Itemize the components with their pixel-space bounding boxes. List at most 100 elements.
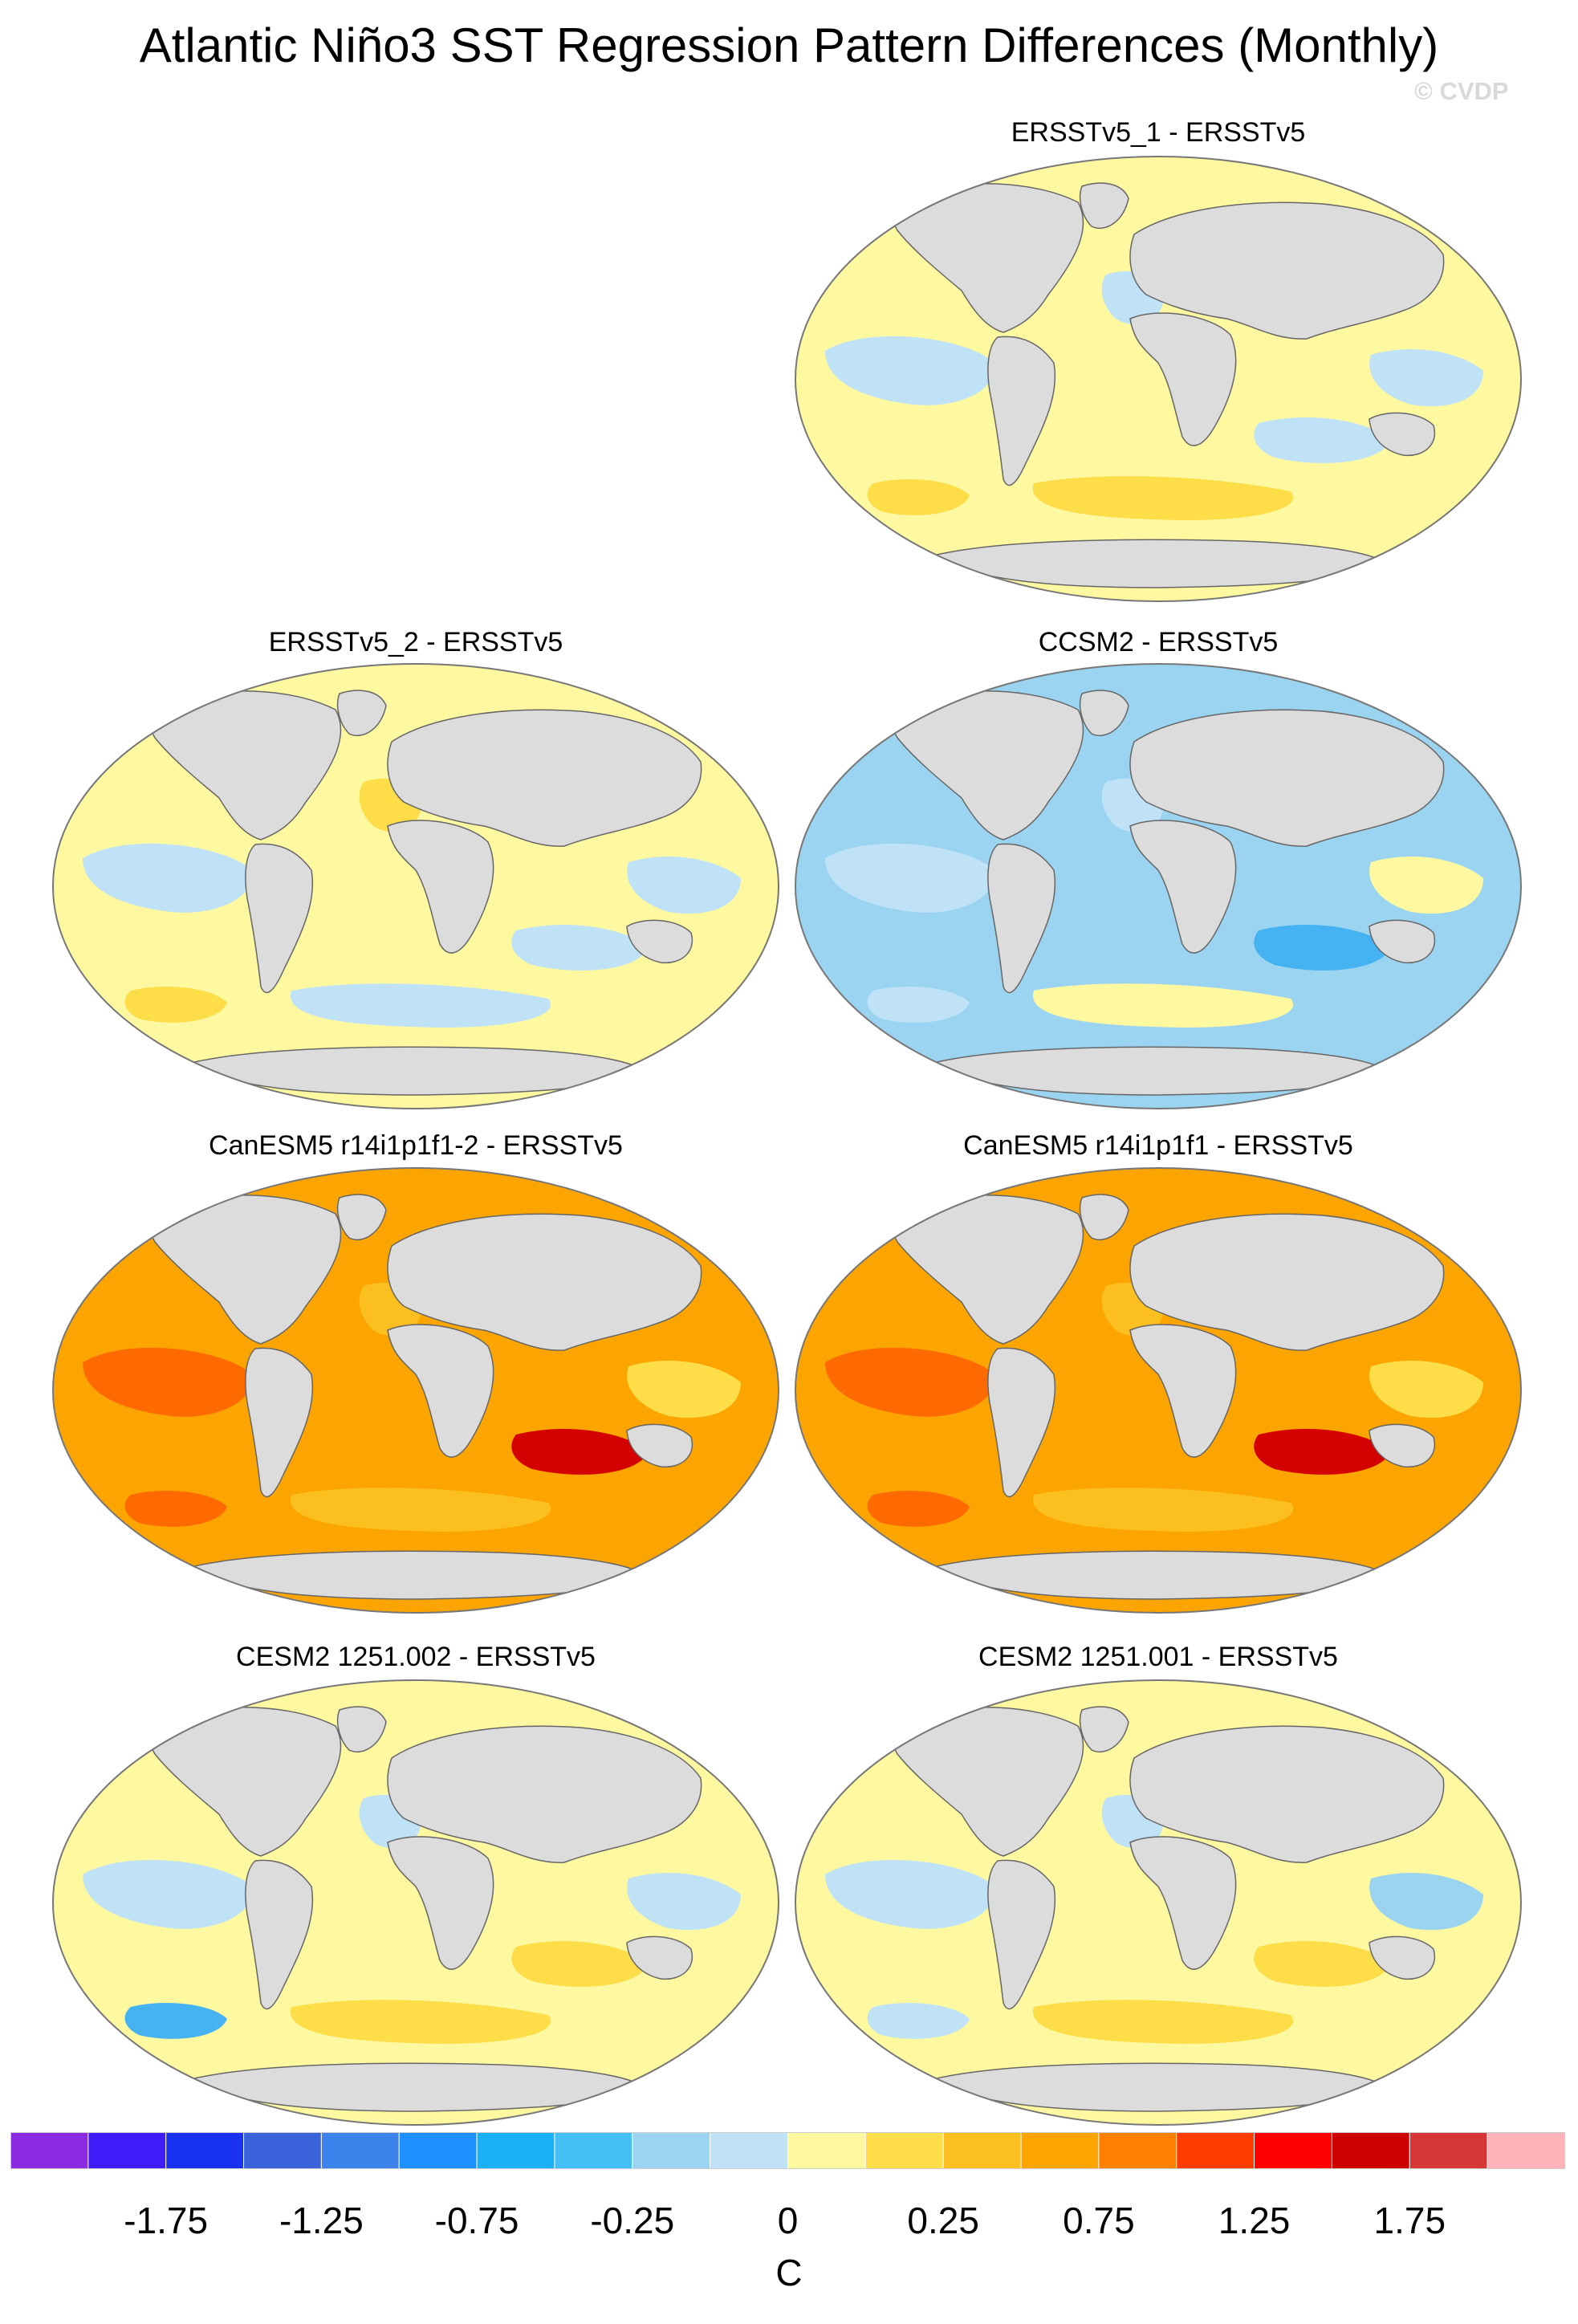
anomaly-region (1032, 476, 1294, 520)
anomaly-region (83, 843, 251, 913)
landmass (1079, 1706, 1129, 1753)
colorbar-units: C (775, 2252, 803, 2293)
colorbar (10, 2132, 1565, 2169)
colorbar-tick-label: 1.25 (1218, 2200, 1291, 2241)
anomaly-region (627, 856, 741, 914)
landmass (891, 690, 1084, 840)
anomaly-region (124, 987, 227, 1023)
colorbar-bin (1254, 2132, 1332, 2169)
landmass (148, 690, 342, 840)
panel-title: CCSM2 - ERSSTv5 (1038, 627, 1279, 657)
colorbar-bin (320, 2132, 400, 2169)
landmass (336, 690, 387, 737)
anomaly-region (1369, 1360, 1483, 1418)
figure-title: Atlantic Niño3 SST Regression Pattern Di… (139, 18, 1439, 72)
map-border (795, 1679, 1522, 2126)
map-panel (795, 1679, 1522, 2126)
anomaly-region (1254, 417, 1391, 463)
landmass (245, 843, 314, 994)
landmass (1369, 1423, 1436, 1468)
landmass (891, 183, 1084, 333)
anomaly-region (867, 479, 970, 515)
anomaly-region (1254, 924, 1391, 971)
map-panel (795, 663, 1522, 1109)
colorbar-bin (632, 2132, 711, 2169)
anomaly-region (1369, 856, 1483, 914)
landmass (932, 1550, 1389, 1600)
anomaly-region (83, 1859, 251, 1929)
anomaly-region (867, 2003, 970, 2039)
colorbar-bin (1020, 2132, 1100, 2169)
anomaly-region (511, 1940, 649, 1987)
landmass (891, 1195, 1084, 1345)
colorbar-tick-label: -0.25 (590, 2200, 675, 2241)
colorbar-tick-label: 0 (777, 2200, 799, 2241)
colorbar-bin (710, 2132, 789, 2169)
map-panel (52, 663, 779, 1109)
map-border (52, 663, 779, 1109)
colorbar-bin (1331, 2132, 1410, 2169)
landmass (336, 1194, 387, 1241)
colorbar-bin (1176, 2132, 1255, 2169)
colorbar-bin (243, 2132, 322, 2169)
panel-title: CanESM5 r14i1p1f1 - ERSSTv5 (963, 1130, 1353, 1161)
landmass (626, 919, 693, 964)
landmass (1129, 1836, 1237, 1970)
landmass (1129, 201, 1445, 340)
anomaly-region (825, 1859, 994, 1929)
anomaly-region (124, 1491, 227, 1527)
credit-watermark: © CVDP (1414, 77, 1509, 105)
landmass (387, 709, 702, 847)
landmass (336, 1706, 387, 1753)
colorbar-tick-label: -1.75 (124, 2200, 209, 2241)
colorbar-bin (87, 2132, 167, 2169)
landmass (932, 539, 1389, 588)
landmass (626, 1423, 693, 1468)
landmass (1129, 312, 1237, 446)
landmass (245, 1347, 314, 1498)
landmass (1369, 1935, 1436, 1980)
anomaly-region (867, 987, 970, 1023)
landmass (387, 1836, 494, 1970)
anomaly-region (290, 983, 551, 1028)
colorbar-bin (1098, 2132, 1177, 2169)
anomaly-region (1032, 2000, 1294, 2044)
anomaly-region (124, 2003, 227, 2039)
panel-title: CESM2 1251.002 - ERSSTv5 (236, 1642, 596, 1672)
colorbar-bin (1409, 2132, 1488, 2169)
landmass (189, 1046, 646, 1096)
colorbar-bin (554, 2132, 633, 2169)
landmass (1079, 1194, 1129, 1241)
anomaly-region (290, 1488, 551, 1532)
anomaly-region (1032, 983, 1294, 1028)
landmass (245, 1859, 314, 2010)
landmass (189, 2062, 646, 2112)
landmass (1369, 412, 1436, 457)
landmass (1129, 1725, 1445, 1863)
anomaly-region (1032, 1488, 1294, 1532)
anomaly-region (825, 843, 994, 913)
anomaly-region (1369, 1872, 1483, 1931)
landmass (387, 1725, 702, 1863)
landmass (387, 820, 494, 954)
map-border (52, 1167, 779, 1614)
map-border (52, 1679, 779, 2126)
landmass (1129, 709, 1445, 847)
anomaly-region (290, 2000, 551, 2044)
landmass (1369, 919, 1436, 964)
map-panel (52, 1679, 779, 2126)
landmass (148, 1707, 342, 1857)
landmass (1079, 182, 1129, 230)
landmass (987, 843, 1056, 994)
anomaly-region (511, 1428, 649, 1475)
colorbar-bin (787, 2132, 866, 2169)
anomaly-region (1254, 1428, 1391, 1475)
map-panel (795, 156, 1522, 602)
landmass (148, 1195, 342, 1345)
landmass (1129, 820, 1237, 954)
landmass (387, 1324, 494, 1458)
anomaly-region (1369, 348, 1483, 407)
colorbar-bin (476, 2132, 555, 2169)
colorbar-tick-label: 0.25 (907, 2200, 979, 2241)
colorbar-tick-label: 0.75 (1063, 2200, 1135, 2241)
